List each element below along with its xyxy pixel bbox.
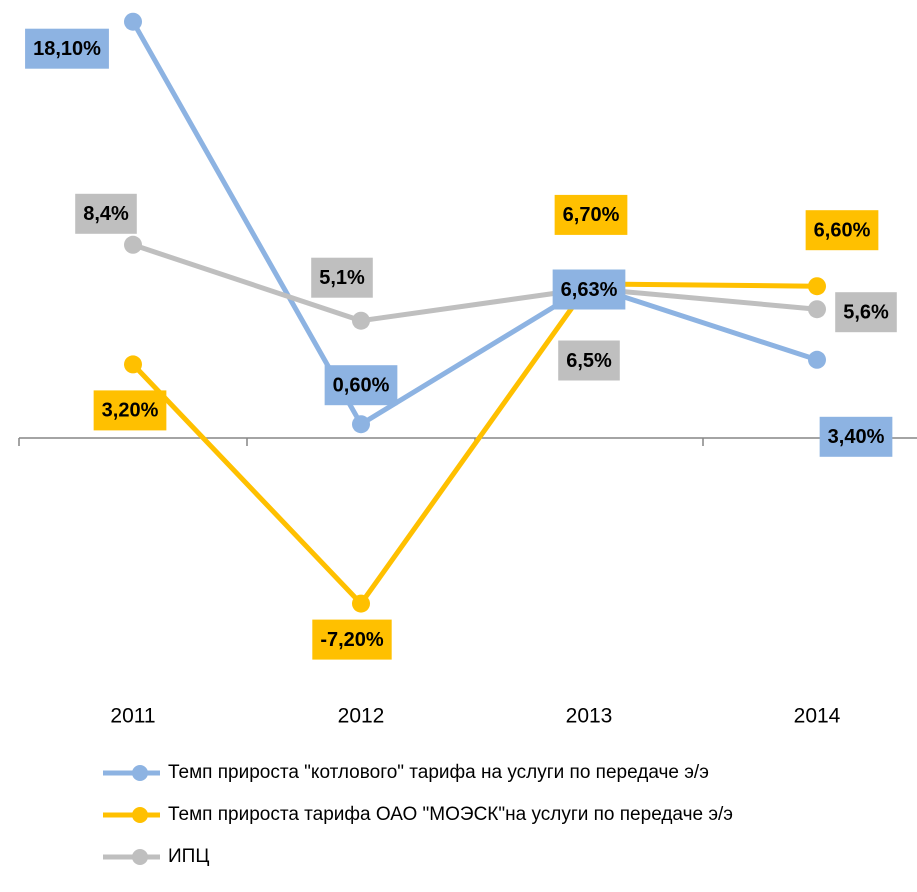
data-label-box	[93, 390, 167, 431]
data-label: 8,4%	[75, 193, 137, 234]
legend-label: ИПЦ	[168, 846, 209, 867]
data-label-text: 6,5%	[566, 350, 612, 372]
series-marker	[352, 311, 370, 330]
data-label-text: 3,40%	[828, 426, 885, 448]
series-line	[132, 242, 818, 324]
data-label: 18,10%	[25, 28, 109, 69]
series-line	[131, 281, 818, 607]
data-label: 6,70%	[554, 194, 628, 235]
data-label-box	[819, 416, 893, 457]
legend-label: Темп прироста тарифа ОАО "МОЭСК"на услуг…	[168, 804, 733, 825]
legend-label: Темп прироста "котлового" тарифа на услу…	[168, 762, 709, 783]
series-marker	[808, 300, 826, 319]
series-marker	[808, 277, 826, 296]
data-label-text: 6,63%	[561, 279, 618, 301]
series-marker	[124, 355, 142, 374]
data-label: 3,40%	[819, 416, 893, 457]
data-label-box	[554, 194, 628, 235]
data-label-text: 5,1%	[319, 267, 365, 289]
x-tick-label: 2012	[338, 705, 385, 728]
x-tick-label: 2014	[794, 705, 841, 728]
data-label-box	[75, 193, 137, 234]
data-label: 0,60%	[324, 365, 398, 406]
data-label: 6,63%	[552, 269, 626, 310]
data-label-text: 6,70%	[563, 204, 620, 226]
legend-marker	[132, 849, 148, 865]
data-label: 6,5%	[558, 340, 620, 381]
data-label-text: 3,20%	[102, 400, 159, 422]
data-label: 5,6%	[835, 292, 897, 333]
series-marker	[808, 350, 826, 369]
data-label-box	[835, 292, 897, 333]
data-label: 5,1%	[311, 257, 373, 298]
data-label-text: 0,60%	[333, 374, 390, 396]
data-label: 6,60%	[805, 210, 879, 251]
series-marker	[124, 235, 142, 254]
series-marker	[352, 415, 370, 434]
x-tick-label: 2011	[110, 705, 155, 728]
data-label-text: 6,60%	[814, 219, 871, 241]
series-marker	[352, 594, 370, 613]
legend-marker	[132, 807, 148, 823]
data-label-text: 8,4%	[83, 203, 129, 225]
series-marker	[124, 12, 142, 31]
data-label: -7,20%	[312, 619, 392, 660]
data-label-box	[312, 619, 392, 660]
data-label-text: -7,20%	[320, 629, 384, 651]
legend-marker	[132, 765, 148, 781]
data-label-box	[552, 269, 626, 310]
series-line	[130, 20, 818, 427]
data-label-box	[558, 340, 620, 381]
data-label-box	[805, 210, 879, 251]
data-label-text: 5,6%	[843, 301, 889, 323]
data-label: 3,20%	[93, 390, 167, 431]
x-tick-label: 2013	[566, 705, 613, 728]
data-label-box	[311, 257, 373, 298]
data-label-text: 18,10%	[33, 38, 101, 60]
data-label-box	[324, 365, 398, 406]
data-label-box	[25, 28, 109, 69]
